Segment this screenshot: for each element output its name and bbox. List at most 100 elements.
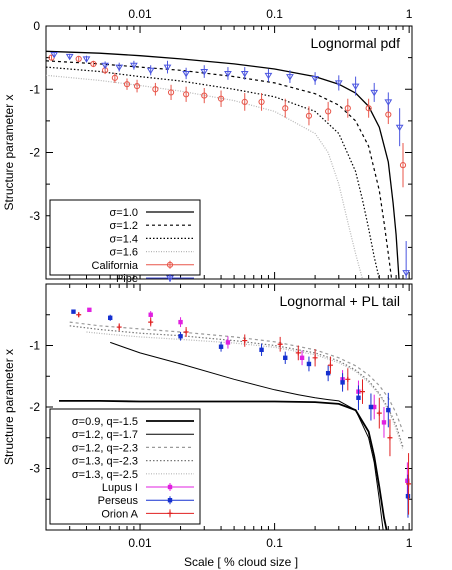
data-point bbox=[65, 53, 74, 61]
data-point bbox=[82, 56, 91, 63]
series-line bbox=[46, 74, 364, 279]
data-point bbox=[225, 340, 231, 345]
legend-label: Perseus bbox=[98, 495, 139, 507]
data-point bbox=[87, 307, 92, 313]
top-x-tick-label: 1 bbox=[406, 7, 413, 21]
data-point bbox=[116, 324, 122, 330]
series-pipe bbox=[50, 51, 411, 279]
plot-area bbox=[59, 307, 412, 530]
data-point bbox=[370, 89, 379, 97]
data-point bbox=[178, 334, 183, 339]
panel-lognormal-pdf: 0 -1 -2 -3 Lognormal pdf Structure parameter … bbox=[2, 19, 413, 285]
data-point bbox=[387, 435, 393, 441]
data-point bbox=[402, 270, 411, 277]
series-line bbox=[59, 400, 388, 530]
series-sigma-1-2 bbox=[46, 60, 393, 279]
data-point bbox=[178, 319, 183, 325]
data-point bbox=[385, 111, 392, 118]
legend-label: σ=1.0 bbox=[109, 207, 138, 219]
legend-item-lupus-i: Lupus I bbox=[102, 482, 194, 494]
data-point bbox=[111, 74, 118, 81]
data-point bbox=[148, 312, 153, 317]
data-point bbox=[242, 338, 248, 344]
y-tick-label: -2 bbox=[29, 400, 40, 414]
legend-item-sigma-1-4: σ=1.4 bbox=[109, 233, 194, 245]
data-point bbox=[282, 105, 289, 112]
legend-label: Pipe bbox=[116, 273, 138, 285]
data-point bbox=[356, 395, 361, 400]
data-point bbox=[286, 74, 294, 81]
legend-item-sigma-1-2: σ=1.2 bbox=[109, 220, 194, 232]
data-point bbox=[399, 162, 407, 169]
data-point bbox=[115, 64, 124, 72]
series-sigma-1-3-q-2-3 bbox=[69, 325, 404, 448]
legend-label: σ=1.2 bbox=[109, 220, 138, 232]
data-point bbox=[183, 329, 189, 335]
series-line bbox=[69, 325, 404, 448]
data-point bbox=[133, 82, 141, 90]
data-point bbox=[152, 86, 159, 93]
data-point bbox=[344, 105, 351, 112]
data-point bbox=[345, 376, 351, 382]
data-point bbox=[107, 315, 113, 321]
data-point bbox=[376, 410, 382, 416]
legend-item-sigma-1-3-q-2-3: σ=1.3, q=-2.3 bbox=[72, 456, 194, 468]
data-point bbox=[130, 62, 138, 70]
data-point bbox=[201, 92, 208, 99]
y-tick-label: -1 bbox=[29, 82, 40, 96]
y-axis-label: Structure parameter x bbox=[2, 349, 16, 465]
y-tick-label: -3 bbox=[29, 209, 40, 223]
data-point bbox=[241, 98, 248, 106]
y-axis-label: Structure parameter x bbox=[2, 94, 16, 210]
series-california bbox=[48, 54, 407, 188]
data-point bbox=[277, 341, 283, 347]
data-point bbox=[305, 112, 313, 119]
bottom-x-tick-label: 0.1 bbox=[266, 536, 283, 550]
data-point bbox=[71, 309, 76, 314]
data-point bbox=[334, 80, 343, 87]
data-point bbox=[163, 64, 172, 72]
data-point bbox=[381, 420, 387, 425]
series-orion-a bbox=[76, 312, 412, 515]
data-point bbox=[365, 105, 372, 112]
data-point bbox=[312, 355, 318, 361]
data-point bbox=[306, 361, 312, 367]
legend-box bbox=[49, 408, 201, 525]
data-point bbox=[283, 355, 288, 360]
data-point bbox=[90, 60, 97, 68]
top-x-axis-tick-labels: 0.01 0.1 1 bbox=[128, 7, 412, 21]
data-point bbox=[351, 83, 360, 91]
data-point bbox=[295, 350, 301, 356]
series-line bbox=[46, 60, 393, 279]
legend: σ=0.9, q=-1.5σ=1.2, q=-1.7σ=1.2, q=-2.3 σ… bbox=[49, 408, 201, 525]
data-point bbox=[327, 362, 333, 368]
legend-item-sigma-1-2-q-2-3: σ=1.2, q=-2.3 bbox=[72, 442, 194, 454]
panel-title: Lognormal pdf bbox=[310, 35, 400, 51]
y-tick-label: -1 bbox=[29, 339, 40, 353]
legend-label: σ=1.3, q=-2.5 bbox=[72, 469, 138, 481]
data-point bbox=[405, 478, 410, 483]
legend-marker bbox=[167, 510, 173, 516]
legend-item-pipe: Pipe bbox=[116, 273, 194, 285]
legend-label: σ=1.3, q=-2.3 bbox=[72, 456, 138, 468]
legend-label: Lupus I bbox=[102, 482, 138, 494]
legend-marker bbox=[166, 261, 174, 268]
legend-label: Orion A bbox=[101, 508, 138, 520]
series-sigma-1-4 bbox=[46, 66, 380, 279]
series-lupus-i bbox=[87, 307, 410, 500]
series-line bbox=[46, 66, 380, 279]
legend-label: σ=1.2, q=-1.7 bbox=[72, 429, 138, 441]
data-point bbox=[183, 91, 190, 98]
y-tick-label: -3 bbox=[29, 462, 40, 476]
data-point bbox=[259, 347, 264, 353]
data-point bbox=[299, 355, 305, 360]
data-point bbox=[384, 99, 393, 106]
data-point bbox=[359, 389, 365, 395]
data-point bbox=[240, 70, 249, 78]
legend-item-orion-a: Orion A bbox=[101, 508, 194, 520]
legend-marker bbox=[167, 484, 173, 490]
data-point bbox=[406, 481, 412, 487]
x-axis-label: Scale [ % cloud size ] bbox=[184, 555, 298, 569]
data-point bbox=[325, 108, 332, 115]
